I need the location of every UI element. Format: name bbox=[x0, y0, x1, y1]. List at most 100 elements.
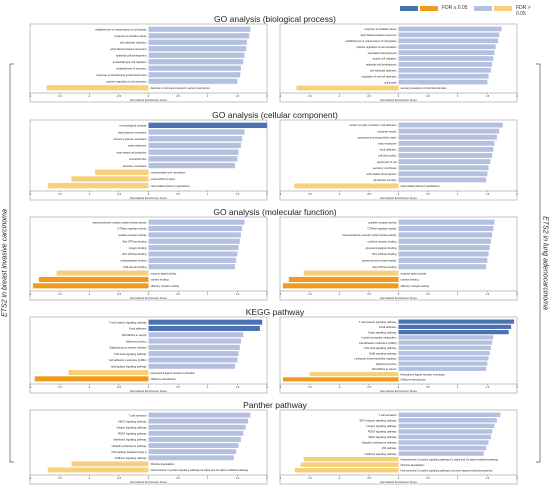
x-tick-label: 1 bbox=[457, 385, 459, 389]
x-tick-label: 2 bbox=[516, 94, 518, 98]
x-tick-label: -0.5 bbox=[117, 292, 122, 296]
bar bbox=[148, 59, 244, 65]
bar bbox=[398, 345, 491, 350]
bar-category-label: SH3 domain binding bbox=[123, 265, 147, 269]
bar bbox=[303, 270, 399, 276]
bar-category-label: intermediate filament cytoskeleton bbox=[151, 184, 191, 188]
bar-category-label: VEGF signaling pathway bbox=[368, 435, 397, 439]
x-tick-label: -1 bbox=[88, 385, 91, 389]
bar-category-label: integrin binding bbox=[129, 246, 147, 250]
bar bbox=[38, 276, 149, 282]
x-tick-label: 2 bbox=[266, 94, 268, 98]
bar-category-label: Inositol phosphate metabolism bbox=[361, 336, 396, 340]
bar bbox=[398, 232, 493, 238]
x-tick-label: 1 bbox=[207, 476, 209, 480]
legend-label-nonsignificant: FDR > 0.05 bbox=[516, 5, 531, 17]
bar bbox=[398, 56, 494, 61]
bar bbox=[296, 85, 399, 91]
bar bbox=[398, 177, 487, 183]
bar bbox=[398, 423, 495, 429]
right-bracket bbox=[536, 63, 541, 463]
x-tick-label: -2 bbox=[29, 94, 32, 98]
bar bbox=[398, 340, 493, 345]
bar-category-label: Hippo signaling pathway bbox=[368, 330, 397, 334]
bar bbox=[398, 44, 496, 50]
bar-category-label: Heterotrimeric G-protein signaling pathw… bbox=[401, 457, 499, 461]
x-tick-label: -1.5 bbox=[57, 192, 62, 196]
bar-category-label: TGF-beta signaling pathway bbox=[364, 346, 397, 350]
bar-category-label: Ras GTPase binding bbox=[373, 265, 397, 269]
bar bbox=[288, 276, 399, 282]
bar-category-label: Leukocyte transendothelial migration bbox=[354, 357, 397, 361]
x-tick-label: 1 bbox=[457, 94, 459, 98]
x-tick-label: -1.5 bbox=[57, 94, 62, 98]
bar bbox=[148, 251, 238, 257]
x-tick-label: -0.5 bbox=[367, 476, 372, 480]
bar bbox=[148, 46, 247, 52]
bar-category-label: sensory perception of chemical stimulus bbox=[401, 86, 448, 90]
x-tick-label: 0 bbox=[398, 94, 400, 98]
bar-category-label: Nicotine degradation bbox=[151, 462, 175, 466]
x-tick-label: -0.5 bbox=[367, 385, 372, 389]
bar-category-label: Nicotine degradation bbox=[401, 463, 425, 467]
bar bbox=[148, 264, 236, 270]
x-tick-label: 0 bbox=[398, 385, 400, 389]
bar bbox=[148, 338, 241, 344]
bar-category-label: muscle cell migration bbox=[372, 57, 397, 61]
bar bbox=[148, 162, 236, 169]
x-tick-label: -1.5 bbox=[307, 94, 312, 98]
bar bbox=[309, 372, 399, 377]
bar-category-label: p53 pathway bbox=[382, 446, 397, 450]
legend-swatch-nonsignificant-negative bbox=[494, 6, 512, 11]
bar-category-label: cytokine receptor activity bbox=[118, 233, 147, 237]
bar-category-label: transmembrane receptor protein kinase ac… bbox=[343, 233, 398, 237]
bar bbox=[71, 461, 149, 467]
x-tick-label: 2 bbox=[516, 476, 518, 480]
bar bbox=[398, 171, 488, 177]
x-tick-label: -1.5 bbox=[307, 385, 312, 389]
section-title-bp: GO analysis (biological process) bbox=[214, 14, 336, 24]
bar-category-label: cell-substrate adhesion bbox=[370, 69, 397, 73]
bar bbox=[398, 79, 488, 85]
bar-category-label: proteinaceous extracellular matrix bbox=[358, 135, 397, 139]
bar bbox=[398, 251, 489, 257]
bar-category-label: Sphingolipid signaling pathway bbox=[111, 364, 147, 368]
bar-category-label: transport vesicle bbox=[378, 129, 397, 133]
bar bbox=[294, 183, 399, 189]
bar bbox=[148, 319, 263, 325]
x-tick-label: -1 bbox=[338, 385, 341, 389]
bar bbox=[398, 128, 500, 134]
bar bbox=[398, 361, 488, 366]
x-tick-label: -1 bbox=[88, 292, 91, 296]
bar bbox=[398, 67, 491, 73]
bar bbox=[294, 468, 399, 473]
bar bbox=[148, 443, 239, 448]
bar-category-label: cell growth bbox=[384, 80, 397, 84]
bar-category-label: contractile fiber bbox=[129, 157, 147, 161]
bar-category-label: transferase complex bbox=[373, 178, 397, 182]
bar bbox=[148, 363, 236, 369]
x-tick-label: 0 bbox=[398, 292, 400, 296]
x-tick-label: -2 bbox=[29, 385, 32, 389]
x-tick-label: -2 bbox=[279, 94, 282, 98]
bar bbox=[398, 366, 487, 371]
bar bbox=[398, 73, 489, 79]
x-tick-label: -1 bbox=[88, 476, 91, 480]
bar bbox=[148, 232, 241, 238]
bar bbox=[56, 270, 149, 276]
bar-category-label: glycosaminoglycan binding bbox=[366, 246, 398, 250]
bar bbox=[398, 140, 495, 146]
bar bbox=[148, 65, 241, 71]
x-tick-label: -2 bbox=[279, 192, 282, 196]
bar-category-label: transmembrane receptor protein kinase ac… bbox=[93, 220, 148, 224]
bar bbox=[148, 430, 244, 436]
bar-category-label: GTPase regulator activity bbox=[367, 227, 397, 231]
x-tick-label: -0.5 bbox=[117, 476, 122, 480]
x-tick-label: 1.5 bbox=[236, 292, 240, 296]
bar-category-label: olfactory receptor activity bbox=[151, 284, 180, 288]
bar bbox=[282, 377, 399, 382]
bar bbox=[398, 429, 493, 434]
bar-category-label: Integrin signaling pathway bbox=[367, 424, 398, 428]
x-tick-label: -1.5 bbox=[57, 292, 62, 296]
bar-category-label: cell-cell junction bbox=[378, 154, 397, 158]
